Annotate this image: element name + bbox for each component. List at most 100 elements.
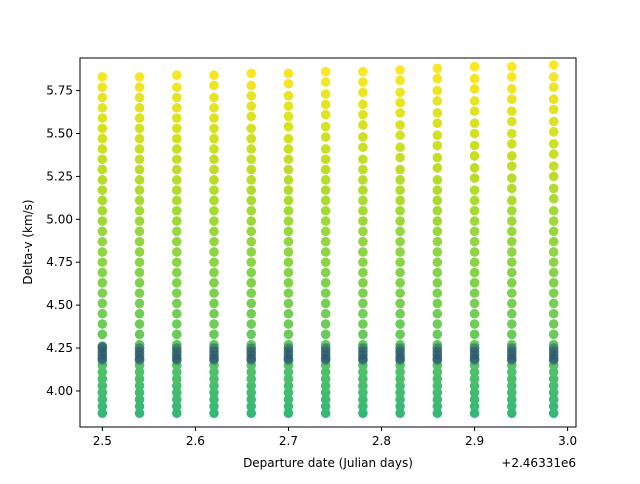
data-point — [432, 216, 443, 226]
data-point — [506, 394, 517, 405]
y-tick-label: 4.50 — [46, 298, 73, 312]
data-point — [283, 133, 294, 144]
data-point — [432, 278, 443, 288]
data-point — [506, 247, 517, 257]
data-point — [320, 77, 331, 87]
data-point — [246, 123, 257, 134]
data-point — [171, 288, 182, 298]
data-point — [283, 90, 294, 101]
data-point — [320, 267, 331, 278]
data-point — [358, 329, 368, 340]
data-point — [395, 288, 405, 298]
data-point — [548, 72, 559, 82]
data-point — [432, 140, 443, 151]
y-tick-label: 5.50 — [46, 127, 73, 141]
data-point — [469, 236, 480, 247]
data-point — [283, 381, 294, 391]
data-point — [283, 216, 294, 226]
data-point — [171, 195, 182, 206]
data-point — [97, 367, 108, 377]
data-point — [548, 183, 559, 194]
data-point — [395, 387, 405, 398]
data-point — [358, 226, 368, 237]
data-point — [97, 236, 108, 247]
data-point — [432, 308, 443, 319]
data-point — [469, 343, 480, 353]
data-point — [283, 185, 294, 195]
data-point — [320, 367, 331, 377]
data-point — [134, 164, 145, 175]
data-point — [283, 121, 294, 132]
data-point — [548, 288, 559, 298]
data-point — [506, 329, 517, 340]
data-point — [320, 257, 331, 268]
data-point — [97, 355, 108, 365]
data-point — [395, 329, 405, 340]
data-point — [320, 308, 331, 319]
data-point — [171, 175, 182, 185]
data-point — [97, 205, 108, 216]
data-point — [358, 185, 368, 195]
data-point — [246, 278, 257, 288]
data-point — [358, 387, 368, 398]
data-point — [469, 257, 480, 268]
data-point — [469, 61, 480, 72]
data-point — [432, 175, 443, 185]
data-point — [171, 247, 182, 257]
data-point — [171, 401, 182, 412]
data-point — [246, 267, 257, 278]
data-point — [171, 216, 182, 226]
data-point — [320, 226, 331, 237]
data-point — [171, 278, 182, 288]
data-point — [469, 394, 480, 405]
data-point — [506, 128, 517, 139]
data-point — [209, 329, 219, 340]
data-point — [506, 355, 517, 365]
data-point — [283, 288, 294, 298]
x-tick-label: 2.9 — [465, 434, 484, 448]
data-point — [548, 161, 559, 171]
data-point — [469, 278, 480, 288]
data-point — [171, 102, 182, 113]
data-point — [320, 236, 331, 247]
data-point — [469, 151, 480, 161]
data-point — [432, 63, 443, 74]
data-point — [209, 154, 219, 165]
data-point — [469, 298, 480, 309]
data-point — [171, 381, 182, 391]
data-point — [134, 288, 145, 298]
data-point — [171, 82, 182, 92]
data-point — [395, 278, 405, 288]
data-point — [320, 319, 331, 329]
data-point — [548, 387, 559, 398]
data-point — [209, 70, 219, 80]
data-point — [209, 267, 219, 278]
data-point — [97, 343, 108, 353]
data-point — [283, 101, 294, 111]
data-point — [506, 343, 517, 353]
data-point — [97, 408, 108, 419]
data-point — [469, 96, 480, 106]
data-point — [358, 288, 368, 298]
data-point — [246, 185, 257, 195]
data-point — [469, 163, 480, 173]
data-point — [134, 267, 145, 278]
data-point — [358, 308, 368, 319]
data-point — [283, 408, 294, 419]
data-point — [548, 367, 559, 377]
data-point — [358, 394, 368, 405]
data-point — [246, 408, 257, 419]
data-point — [283, 308, 294, 319]
data-point — [171, 92, 182, 103]
data-point — [548, 298, 559, 309]
data-point — [283, 374, 294, 384]
y-tick-label: 4.75 — [46, 255, 73, 269]
y-tick-label: 5.00 — [46, 212, 73, 226]
data-point — [358, 343, 368, 353]
data-point — [432, 408, 443, 419]
data-point — [395, 401, 405, 412]
data-point — [246, 101, 257, 111]
data-point — [320, 278, 331, 288]
data-point — [548, 226, 559, 237]
